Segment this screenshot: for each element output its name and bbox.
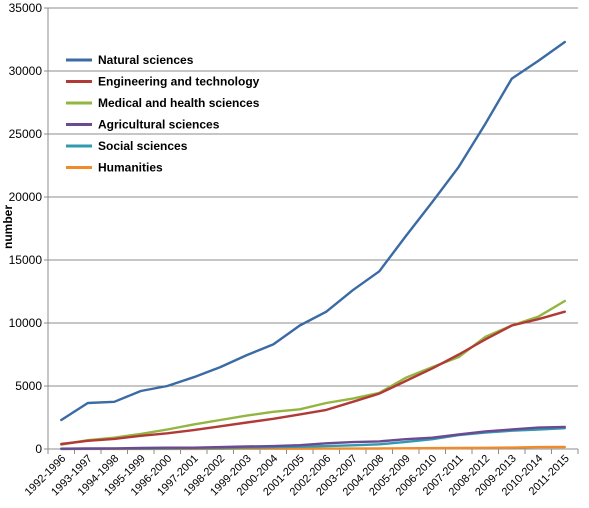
y-tick-label: 35000 bbox=[9, 1, 43, 15]
y-axis-title: number bbox=[1, 205, 15, 249]
y-tick-label: 20000 bbox=[9, 190, 43, 204]
gridlines bbox=[48, 7, 578, 387]
y-tick-label: 10000 bbox=[9, 316, 43, 330]
legend-label: Social sciences bbox=[98, 139, 188, 153]
y-tick-label: 5000 bbox=[15, 379, 42, 393]
y-tick-label: 25000 bbox=[9, 127, 43, 141]
x-tick-labels: 1992-19961993-19971994-19981995-19991996… bbox=[23, 453, 572, 499]
y-tick-label: 30000 bbox=[9, 64, 43, 78]
series-line-agricultural-sciences bbox=[60, 425, 566, 450]
legend-label: Medical and health sciences bbox=[98, 96, 260, 110]
legend-label: Agricultural sciences bbox=[98, 118, 220, 132]
series-line-engineering-and-technology bbox=[60, 310, 566, 446]
series-line-medical-and-health-sciences bbox=[60, 299, 566, 446]
series-line-natural-sciences bbox=[60, 40, 566, 422]
legend-label: Natural sciences bbox=[98, 53, 194, 67]
legend-label: Humanities bbox=[98, 161, 163, 175]
legend: Natural sciences Engineering and technolo… bbox=[66, 53, 260, 175]
y-tick-label: 0 bbox=[35, 442, 42, 456]
series-lines bbox=[60, 40, 566, 451]
y-tick-labels: 0 5000 10000 15000 20000 25000 30000 35000 bbox=[9, 1, 43, 456]
y-tick-label: 15000 bbox=[9, 253, 43, 267]
legend-label: Engineering and technology bbox=[98, 75, 260, 89]
